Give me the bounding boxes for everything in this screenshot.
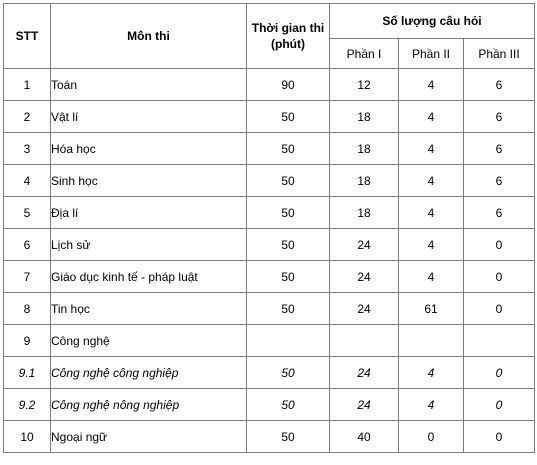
cell-part3: 6 [462, 164, 536, 197]
cell-stt: 8 [3, 292, 51, 325]
cell-subject: Vật lí [50, 100, 247, 133]
table-row: 4 Sinh học 50 18 4 6 [3, 164, 536, 197]
cell-subject: Ngoại ngữ [50, 420, 247, 453]
table-row: 8 Tin học 50 24 61 0 [3, 292, 536, 325]
cell-subject: Địa lí [50, 196, 247, 229]
cell-time: 50 [246, 228, 330, 261]
cell-part1: 18 [329, 164, 399, 197]
cell-part1: 12 [329, 68, 399, 101]
table-row: 1 Toán 90 12 4 6 [3, 68, 536, 101]
cell-part2: 4 [398, 388, 464, 421]
table-row: 3 Hóa học 50 18 4 6 [3, 132, 536, 165]
header-part3: Phần III [462, 38, 536, 69]
cell-subject: Giáo dục kinh tế - pháp luật [50, 260, 247, 293]
cell-part2 [398, 324, 464, 357]
cell-stt: 9.2 [3, 388, 51, 421]
cell-subject: Công nghệ [50, 324, 247, 357]
cell-part3: 0 [462, 260, 536, 293]
cell-subject: Lịch sử [50, 228, 247, 261]
cell-subject: Hóa học [50, 132, 247, 165]
cell-part3: 6 [462, 68, 536, 101]
cell-stt: 9 [3, 324, 51, 357]
table-row: 10 Ngoại ngữ 50 40 0 0 [3, 420, 536, 453]
header-time: Thời gian thi (phút) [246, 3, 330, 69]
table-row: 6 Lịch sử 50 24 4 0 [3, 228, 536, 261]
cell-time: 50 [246, 356, 330, 389]
cell-part2: 4 [398, 260, 464, 293]
cell-stt: 2 [3, 100, 51, 133]
cell-time: 50 [246, 196, 330, 229]
header-part1: Phần I [329, 38, 399, 69]
cell-part2: 61 [398, 292, 464, 325]
cell-stt: 5 [3, 196, 51, 229]
table-row: 9.1 Công nghệ công nghiệp 50 24 4 0 [3, 356, 536, 389]
cell-stt: 9.1 [3, 356, 51, 389]
cell-part1: 24 [329, 388, 399, 421]
cell-time: 50 [246, 388, 330, 421]
cell-stt: 4 [3, 164, 51, 197]
cell-part2: 4 [398, 228, 464, 261]
cell-stt: 6 [3, 228, 51, 261]
cell-part1: 24 [329, 292, 399, 325]
cell-subject: Sinh học [50, 164, 247, 197]
cell-part3: 0 [462, 356, 536, 389]
header-time-line1: Thời gian thi [251, 21, 325, 35]
header-questions: Số lượng câu hỏi [328, 3, 536, 39]
cell-part3: 6 [462, 100, 536, 133]
cell-time [246, 324, 330, 357]
table-row: 5 Địa lí 50 18 4 6 [3, 196, 536, 229]
cell-part1: 18 [329, 132, 399, 165]
cell-stt: 10 [3, 420, 51, 453]
cell-subject: Công nghệ công nghiệp [50, 356, 247, 389]
cell-part2: 4 [398, 100, 464, 133]
cell-stt: 3 [3, 132, 51, 165]
cell-stt: 1 [3, 68, 51, 101]
cell-time: 50 [246, 100, 330, 133]
cell-part2: 4 [398, 132, 464, 165]
cell-time: 50 [246, 292, 330, 325]
cell-subject: Tin học [50, 292, 247, 325]
header-subject: Môn thi [50, 3, 247, 69]
table-row: 9.2 Công nghệ nông nghiệp 50 24 4 0 [3, 388, 536, 421]
cell-part1 [329, 324, 399, 357]
cell-time: 90 [246, 68, 330, 101]
cell-part2: 4 [398, 164, 464, 197]
cell-part2: 4 [398, 68, 464, 101]
cell-part3: 0 [462, 388, 536, 421]
cell-part1: 24 [329, 228, 399, 261]
cell-time: 50 [246, 420, 330, 453]
header-stt: STT [3, 3, 51, 69]
table-row: 7 Giáo dục kinh tế - pháp luật 50 24 4 0 [3, 260, 536, 293]
table-body: 1 Toán 90 12 4 6 2 Vật lí 50 18 4 6 3 Hóa học 50 18 4 6 4 S… [3, 68, 536, 453]
table-header: STT Môn thi Thời gian thi (phút) Số lượn… [3, 3, 536, 69]
cell-part3: 0 [462, 420, 536, 453]
cell-part1: 18 [329, 196, 399, 229]
cell-part1: 24 [329, 356, 399, 389]
cell-time: 50 [246, 132, 330, 165]
cell-part2: 0 [398, 420, 464, 453]
cell-part1: 40 [329, 420, 399, 453]
exam-table: STT Môn thi Thời gian thi (phút) Số lượn… [3, 3, 536, 453]
cell-part1: 18 [329, 100, 399, 133]
header-part2: Phần II [398, 38, 464, 69]
cell-part3 [462, 324, 536, 357]
cell-time: 50 [246, 164, 330, 197]
cell-part1: 24 [329, 260, 399, 293]
cell-time: 50 [246, 260, 330, 293]
cell-part2: 4 [398, 196, 464, 229]
cell-subject: Công nghệ nông nghiệp [50, 388, 247, 421]
table-row: 9 Công nghệ [3, 324, 536, 357]
cell-part3: 6 [462, 196, 536, 229]
cell-part3: 0 [462, 228, 536, 261]
cell-part3: 6 [462, 132, 536, 165]
cell-stt: 7 [3, 260, 51, 293]
header-time-line2: (phút) [271, 37, 305, 51]
cell-part3: 0 [462, 292, 536, 325]
table-row: 2 Vật lí 50 18 4 6 [3, 100, 536, 133]
cell-part2: 4 [398, 356, 464, 389]
cell-subject: Toán [50, 68, 247, 101]
